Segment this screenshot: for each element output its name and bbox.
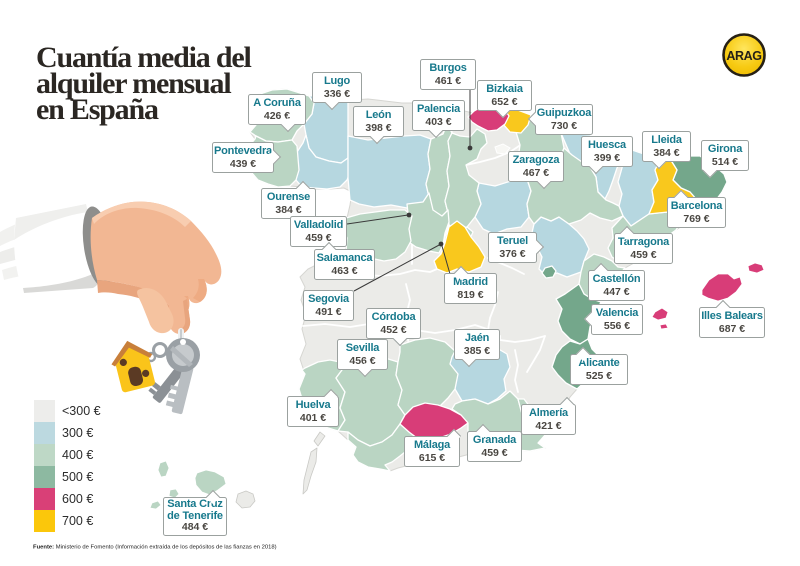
svg-text:ARAG: ARAG: [726, 49, 761, 63]
